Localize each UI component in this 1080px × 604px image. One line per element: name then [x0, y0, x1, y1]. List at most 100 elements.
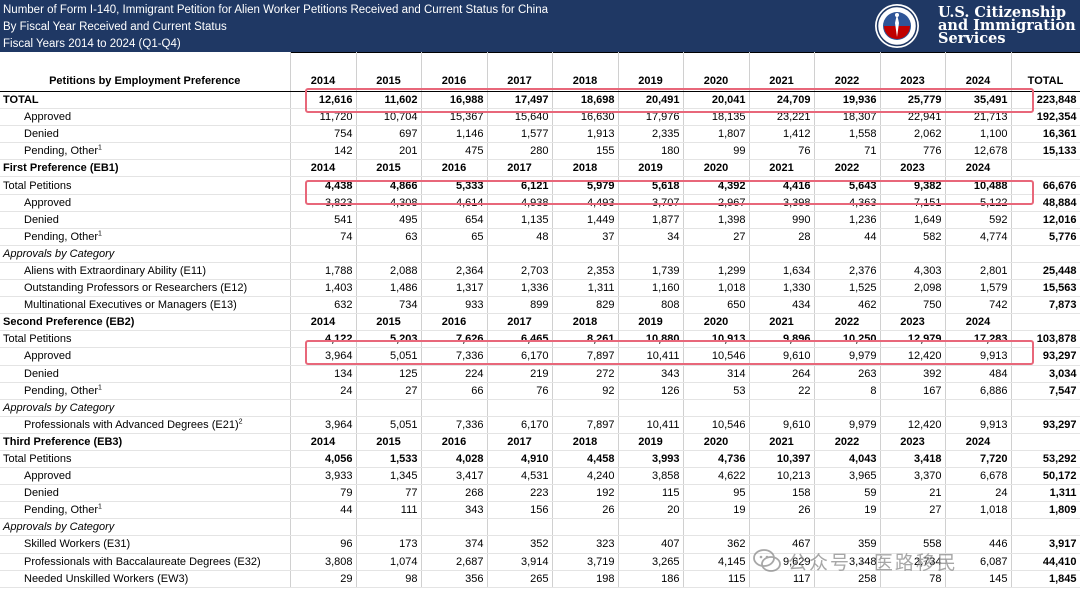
- eb1-total-row: Total Petitions 4,438 4,866 5,333 6,121 5,979…: [0, 176, 1080, 195]
- value-cell: 990: [749, 211, 815, 229]
- year-header: 2014: [290, 159, 357, 178]
- value-cell: 4,531: [487, 467, 553, 486]
- empty-cell: [814, 518, 881, 537]
- value-cell: 3,707: [618, 194, 684, 212]
- value-cell: 2,062: [880, 125, 946, 144]
- total-cell: 223,848: [1010, 91, 1080, 110]
- year-header: 2016: [421, 52, 488, 92]
- value-cell: 2,335: [618, 125, 684, 144]
- column-header-row: Petitions by Employment Preference 2014 20…: [0, 52, 1080, 92]
- row-label-text: Pending, Other: [24, 504, 98, 517]
- year-header: 2018: [552, 313, 619, 332]
- total-cell: 93,297: [1010, 347, 1080, 366]
- value-cell: 28: [749, 228, 815, 246]
- value-cell: 10,411: [618, 347, 684, 366]
- wechat-icon: [753, 549, 781, 572]
- value-cell: 158: [749, 484, 815, 503]
- watermark: 公众号 · 医路移民: [752, 541, 958, 581]
- value-cell: 1,486: [356, 279, 422, 298]
- value-cell: 53: [683, 382, 750, 400]
- year-header: 2019: [618, 159, 684, 178]
- row-label: Approved: [0, 194, 291, 212]
- value-cell: 3,265: [618, 553, 684, 571]
- value-cell: 558: [880, 535, 946, 554]
- value-cell: 23,221: [749, 108, 815, 127]
- empty-cell: [552, 399, 619, 417]
- footnote-marker: 1: [98, 503, 102, 511]
- watermark-text: 公众号 · 医路移民: [788, 552, 958, 574]
- value-cell: 4,363: [814, 194, 881, 212]
- value-cell: 76: [749, 142, 815, 161]
- value-cell: 352: [487, 535, 553, 554]
- row-label-text: Aliens with Extraordinary Ability (E11): [24, 264, 206, 277]
- empty-cell: [618, 245, 684, 263]
- empty-cell: [1010, 518, 1080, 537]
- value-cell: 4,240: [552, 467, 619, 486]
- value-cell: 117: [749, 570, 815, 588]
- value-cell: 4,938: [487, 194, 553, 212]
- value-cell: 1,317: [421, 279, 488, 298]
- value-cell: 754: [290, 125, 357, 144]
- year-header: 2017: [487, 52, 553, 92]
- total-cell: 15,563: [1010, 279, 1080, 298]
- value-cell: 18,135: [683, 108, 750, 127]
- value-cell: 1,345: [356, 467, 422, 486]
- total-cell: 15,133: [1010, 142, 1080, 161]
- total-cell: 44,410: [1010, 553, 1080, 571]
- value-cell: 2,734: [880, 553, 946, 571]
- value-cell: 3,418: [880, 450, 946, 469]
- value-cell: 1,135: [487, 211, 553, 229]
- total-cell: 1,311: [1010, 484, 1080, 503]
- value-cell: 4,392: [683, 176, 750, 195]
- value-cell: 1,336: [487, 279, 553, 298]
- empty-cell: [1010, 159, 1080, 178]
- row-label: Approved: [0, 347, 291, 366]
- value-cell: 20,491: [618, 91, 684, 110]
- empty-cell: [1010, 432, 1080, 451]
- value-cell: 27: [356, 382, 422, 400]
- value-cell: 1,788: [290, 262, 357, 281]
- row-label: Pending, Other1: [0, 142, 291, 161]
- value-cell: 5,643: [814, 176, 881, 195]
- empty-cell: [749, 245, 815, 263]
- report-title-block: Number of Form I-140, Immigrant Petition…: [3, 2, 548, 53]
- value-cell: 4,145: [683, 553, 750, 571]
- value-cell: 1,558: [814, 125, 881, 144]
- value-cell: 3,348: [814, 553, 881, 571]
- value-cell: 9,913: [945, 347, 1012, 366]
- year-header: 2018: [552, 432, 619, 451]
- value-cell: 1,146: [421, 125, 488, 144]
- total-cell: 50,172: [1010, 467, 1080, 486]
- year-header: 2015: [356, 432, 422, 451]
- row-label-text: Multinational Executives or Managers (E1…: [24, 299, 237, 312]
- row-label: Denied: [0, 365, 291, 383]
- value-cell: 5,203: [356, 330, 422, 349]
- row-label: Approved: [0, 467, 291, 486]
- value-cell: 12,678: [945, 142, 1012, 161]
- value-cell: 1,236: [814, 211, 881, 229]
- report-header: Number of Form I-140, Immigrant Petition…: [0, 0, 1080, 52]
- eb3-category-heading: Approvals by Category: [0, 518, 1080, 537]
- report-period: Fiscal Years 2014 to 2024 (Q1-Q4): [3, 38, 181, 50]
- eb1-status-row: Denied 541 495 654 1,135 1,449 1,877 1,398 990 1,…: [0, 211, 1080, 229]
- total-cell: 53,292: [1010, 450, 1080, 469]
- total-cell: 5,776: [1010, 228, 1080, 246]
- value-cell: 356: [421, 570, 488, 588]
- total-cell: 16,361: [1010, 125, 1080, 144]
- value-cell: 650: [683, 296, 750, 315]
- value-cell: 1,398: [683, 211, 750, 229]
- value-cell: 76: [487, 382, 553, 400]
- empty-cell: [683, 518, 750, 537]
- value-cell: 5,333: [421, 176, 488, 195]
- value-cell: 632: [290, 296, 357, 315]
- value-cell: 4,774: [945, 228, 1012, 246]
- value-cell: 5,122: [945, 194, 1012, 212]
- value-cell: 4,458: [552, 450, 619, 469]
- eb2-section-header: Second Preference (EB2) 2014 2015 2016 2017 2…: [0, 313, 1080, 332]
- row-label: Needed Unskilled Workers (EW3): [0, 570, 291, 588]
- value-cell: 5,618: [618, 176, 684, 195]
- value-cell: 4,622: [683, 467, 750, 486]
- agency-name: U.S. Citizenship and Immigration Service…: [938, 5, 1076, 46]
- value-cell: 10,488: [945, 176, 1012, 195]
- value-cell: 12,420: [880, 347, 946, 366]
